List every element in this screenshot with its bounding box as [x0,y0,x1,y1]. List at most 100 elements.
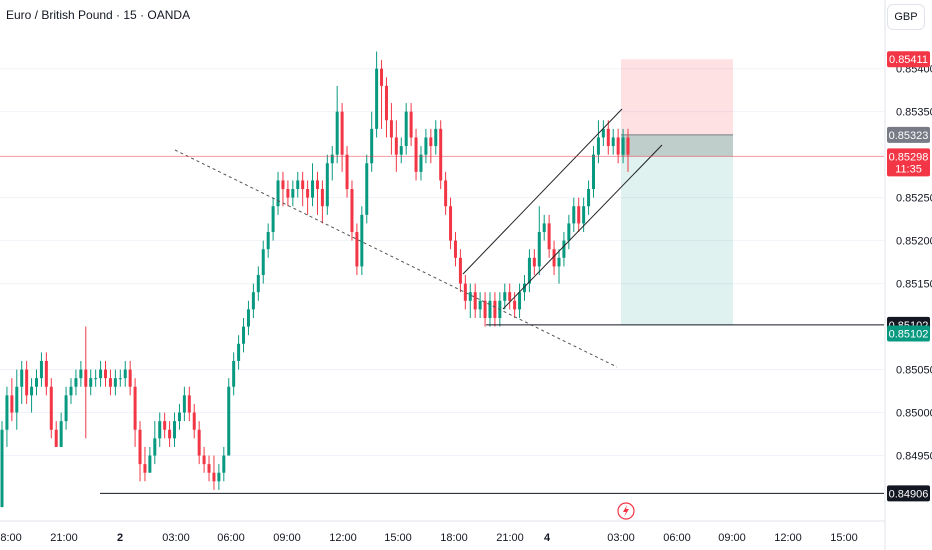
candle-body [59,421,63,447]
candle-body [44,360,48,387]
candle-body [79,369,83,379]
dashed-trendline [174,149,618,368]
candle [320,180,324,224]
y-tick-label: 0.85150 [896,279,932,291]
candle-body [399,146,403,155]
candle-body [113,378,117,387]
candle-body [143,464,147,473]
entry-zone [621,134,733,157]
candle [621,128,625,164]
candle-body [449,206,453,241]
candle-body [552,249,556,267]
x-tick-label: 4 [544,532,551,544]
candle-body [104,369,108,379]
candle-body [409,111,413,138]
currency-button[interactable]: GBP [887,4,925,30]
candle-body [404,111,408,147]
candle-body [15,386,19,413]
x-tick-label: 15:00 [830,532,858,544]
candle-body [503,292,507,301]
candle [409,103,413,147]
price-badge-label: 0.85102 [889,328,929,340]
candle [242,317,246,353]
lightning-icon [623,505,629,517]
candle-body [99,369,103,379]
candle-body [478,300,482,310]
candle [493,292,497,327]
price-badge: 0.85323 [887,126,930,143]
candle-body [217,472,221,482]
candle-body [360,214,364,267]
candle-body [227,386,231,456]
candle-body [375,68,379,129]
y-tick-label: 0.84950 [896,451,932,463]
candle [148,446,152,473]
candle [601,120,605,147]
candle-body [301,180,305,190]
candle [44,352,48,396]
candle-body [237,343,241,361]
candle [335,85,339,164]
candle-body [30,386,34,396]
candle [291,180,295,207]
candle [537,206,541,275]
candle-body [601,128,605,138]
candle-body [350,189,354,233]
candle-body [0,429,4,508]
candle-body [572,206,576,224]
candle-body [69,386,73,396]
candle [439,120,443,190]
candle [192,403,196,439]
candle-body [488,300,492,318]
candle-body [532,257,536,267]
candle [453,232,457,267]
price-badge: 0.85411 [887,51,930,68]
candle [434,120,438,155]
candle-body [508,292,512,301]
candle-body [468,292,472,301]
candle [271,197,275,241]
candle [256,266,260,301]
candle [123,360,127,387]
candle-body [483,300,487,318]
candle [281,171,285,207]
candle-body [453,240,457,258]
candle [158,412,162,447]
candle [626,128,630,172]
candle-body [207,464,211,473]
candle [286,180,290,207]
candle [89,369,93,396]
candle [591,146,595,198]
candle [217,464,221,490]
candle-body [232,360,236,387]
candle [577,197,581,233]
candle [419,146,423,181]
candle [30,378,34,413]
take-profit-zone [621,156,733,325]
candle [414,128,418,181]
y-tick-label: 0.85350 [896,107,932,119]
price-badge-bg [887,325,930,342]
candle [375,51,379,138]
candle-body [596,137,600,155]
candle [108,369,112,396]
candle [143,446,147,482]
candle-body [611,137,615,147]
candle-body [424,137,428,155]
candle [527,249,531,293]
candle-body [542,223,546,233]
candle-body [10,395,14,413]
candle-body [271,206,275,233]
candle [424,128,428,164]
candle [5,386,9,447]
grid [0,0,886,550]
price-badges: 0.854110.853230.8529811:350.851020.85102… [887,51,930,502]
candle-body [380,68,384,86]
price-badge-bg [887,148,930,177]
candle [207,455,211,482]
countdown-label: 11:35 [895,163,922,175]
candle-body [148,455,152,473]
candle [611,128,615,155]
candle [360,206,364,275]
